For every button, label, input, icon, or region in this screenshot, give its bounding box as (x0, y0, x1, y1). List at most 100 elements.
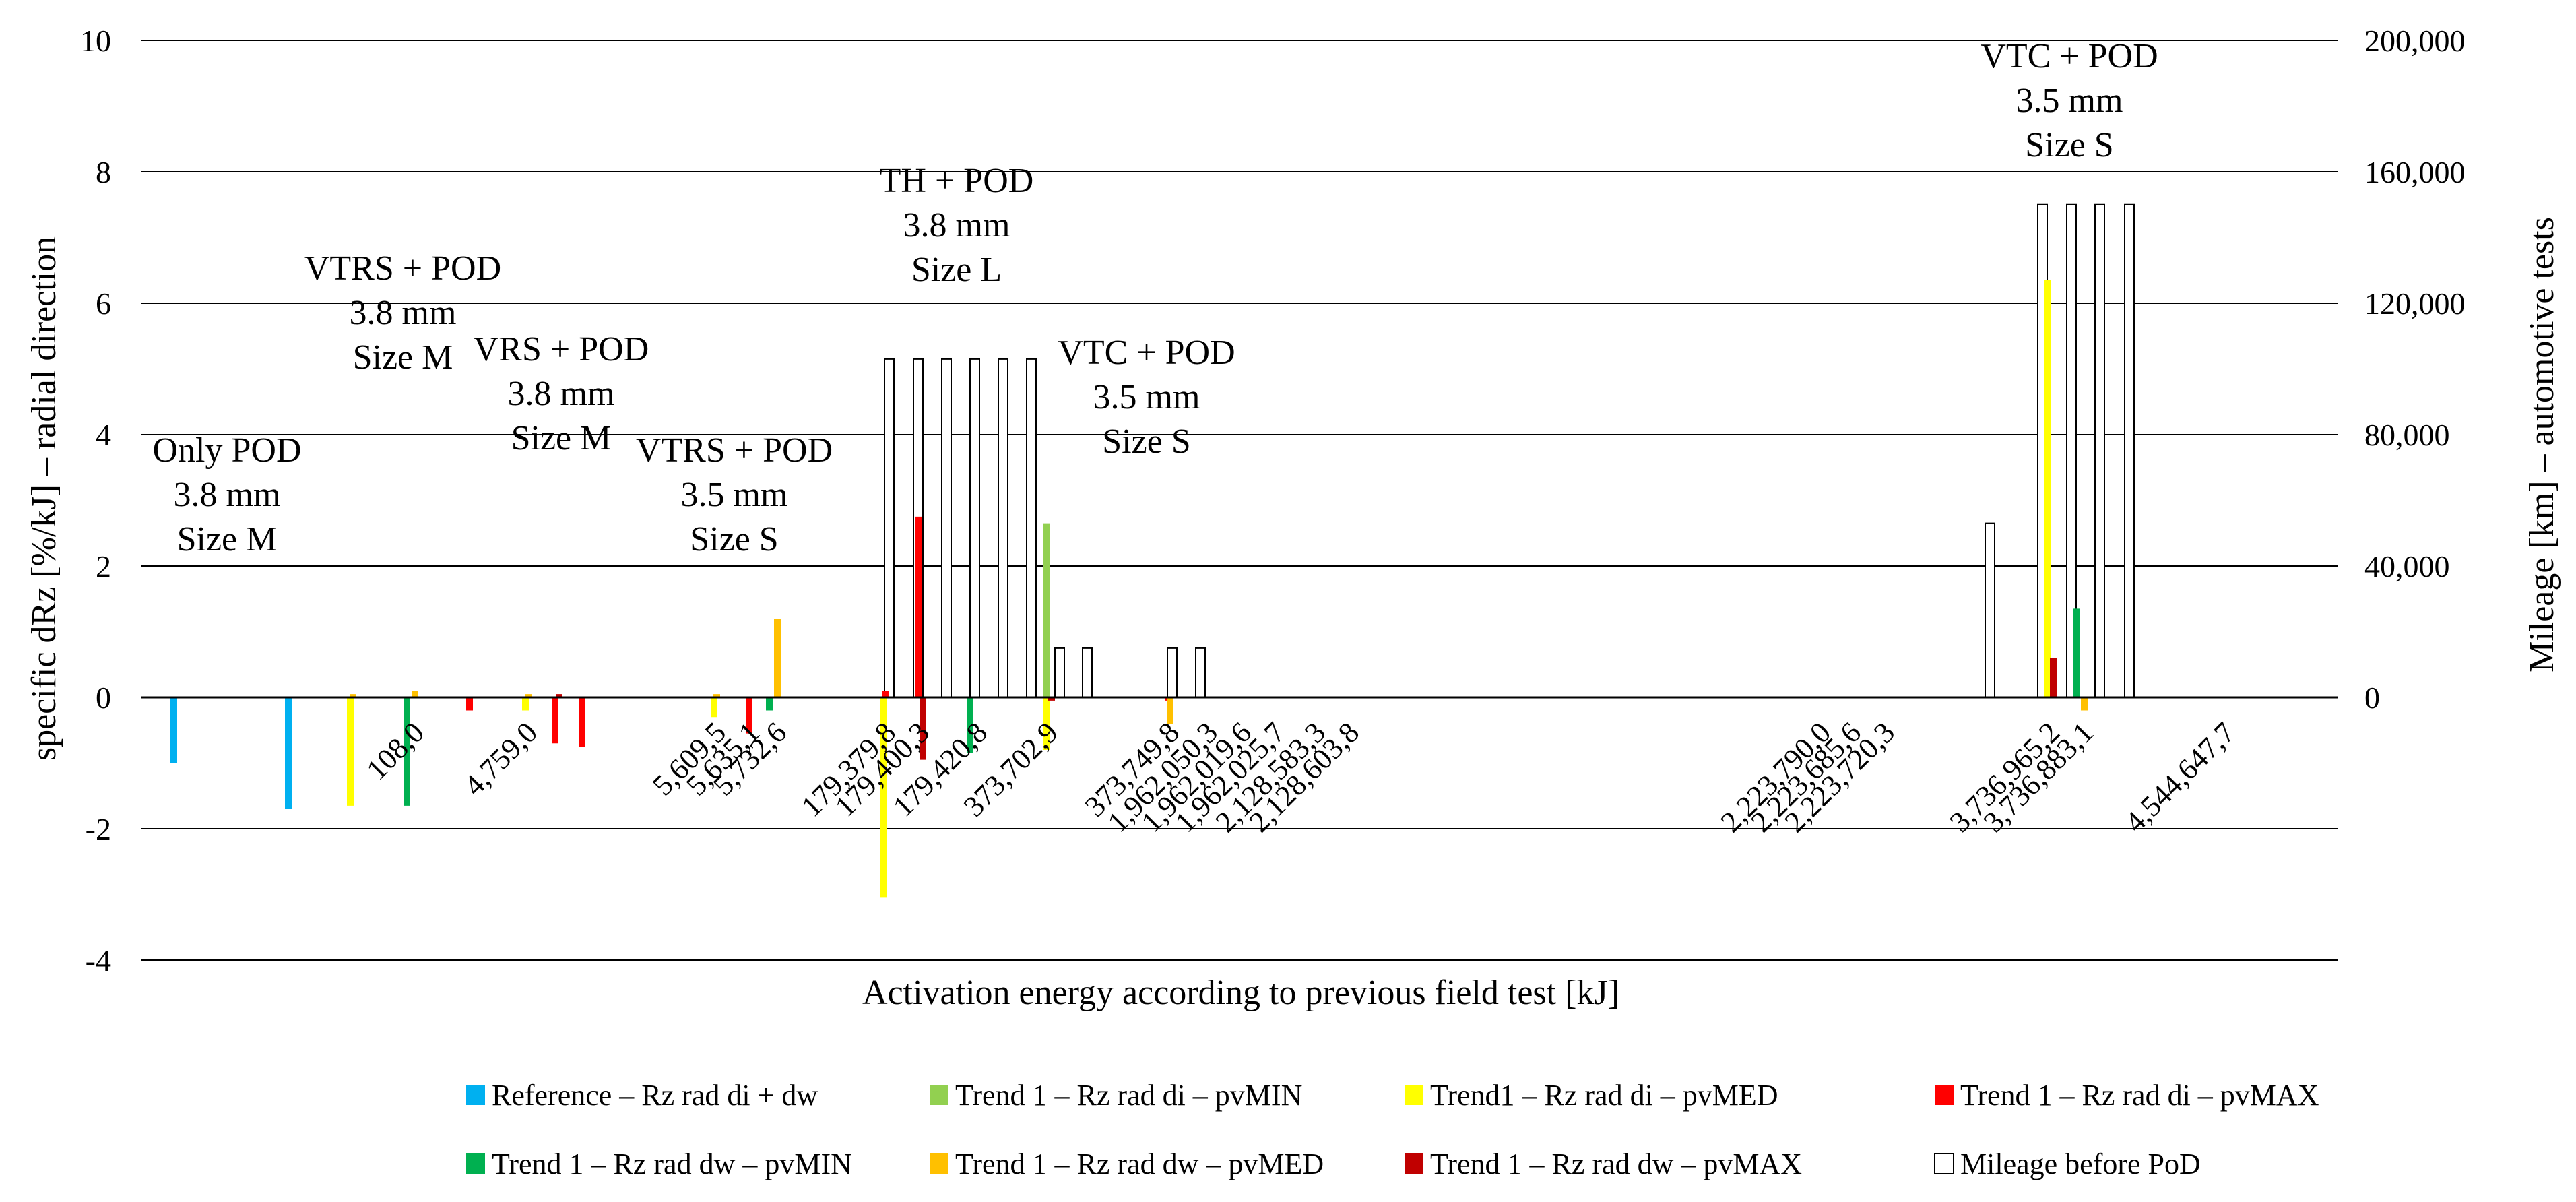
bar-5-15 (1167, 697, 1173, 724)
bar-0-0 (170, 697, 177, 763)
group-annotation-line: 3.8 mm (350, 294, 457, 332)
group-annotation-line: VTC + POD (1981, 37, 2158, 75)
legend-swatch (466, 1153, 485, 1174)
mileage-bar (1167, 647, 1178, 698)
legend-item: Trend 1 – Rz rad dw – pvMIN (466, 1147, 852, 1180)
bar-5-10 (774, 619, 781, 697)
group-annotation-line: Size M (177, 520, 278, 559)
mileage-bar (1082, 647, 1093, 698)
bar-3-7 (579, 697, 585, 747)
bar-6-28 (2050, 658, 2057, 697)
bar-3-4 (466, 697, 473, 711)
legend-swatch (930, 1085, 948, 1105)
legend-swatch (930, 1153, 948, 1174)
bar-3-6 (552, 697, 558, 744)
y-tick-label: 2 (96, 549, 111, 583)
mileage-bar (2094, 203, 2105, 698)
y2-tick-label: 0 (2364, 681, 2380, 715)
group-annotation-line: TH + POD (880, 162, 1034, 200)
bar-0-1 (285, 697, 292, 809)
bar-5-3 (412, 691, 418, 697)
left-axis-ticks: -4 -2 0 2 4 6 8 10 (80, 24, 111, 978)
grid-lines (141, 40, 2338, 961)
group-annotation-line: Size S (1102, 422, 1190, 461)
legend-label: Trend 1 – Rz rad di – pvMIN (955, 1079, 1302, 1112)
legend-item: Trend 1 – Rz rad di – pvMIN (930, 1079, 1302, 1112)
bar-2-28 (2044, 280, 2051, 697)
group-annotation-line: 3.5 mm (1093, 378, 1200, 416)
legend-item: Trend1 – Rz rad di – pvMED (1405, 1079, 1778, 1112)
group-annotation-line: Size S (690, 520, 778, 559)
x-axis-title: Activation energy according to previous … (862, 974, 1619, 1012)
mileage-bars (884, 203, 2135, 698)
y2-tick-label: 120,000 (2364, 286, 2466, 321)
group-annotation-line: VRS + POD (474, 330, 649, 369)
bar-5-8 (713, 694, 720, 697)
mileage-bar (884, 358, 895, 698)
bar-5-5 (525, 694, 532, 697)
right-axis-ticks: 0 40,000 80,000 120,000 160,000 200,000 (2364, 24, 2466, 715)
y2-tick-label: 200,000 (2364, 24, 2466, 58)
y-axis-title: specific dRz [%/kJ] – radial direction (25, 236, 63, 761)
bar-3-9 (746, 697, 752, 734)
group-annotation-line: Size L (911, 251, 1002, 289)
mileage-bar (1054, 647, 1065, 698)
bar-2-8 (711, 697, 717, 718)
group-annotation-line: Size M (511, 419, 612, 457)
bar-1-14 (1043, 523, 1050, 697)
legend-swatch (1935, 1085, 1954, 1105)
legend-item: Mileage before PoD (1934, 1147, 2201, 1180)
bar-3-12 (915, 516, 922, 697)
group-annotation-line: Only POD (152, 431, 301, 470)
legend-label: Mileage before PoD (1960, 1147, 2201, 1180)
bar-3-11 (882, 691, 889, 697)
bar-6-12 (920, 697, 926, 760)
bar-5-29 (2081, 697, 2088, 711)
y-tick-label: 6 (96, 286, 111, 321)
bar-2-2 (347, 697, 354, 806)
legend-item: Trend 1 – Rz rad dw – pvMAX (1405, 1147, 1802, 1180)
bar-2-11 (880, 697, 887, 898)
bar-4-10 (766, 697, 773, 711)
group-annotation-line: VTC + POD (1058, 334, 1235, 372)
mileage-bar (1026, 358, 1037, 698)
group-annotation-line: 3.5 mm (681, 476, 788, 514)
group-annotation-line: 3.8 mm (174, 476, 281, 514)
y-tick-label: 0 (96, 681, 111, 715)
bar-6-14 (1048, 697, 1055, 701)
mileage-bar (941, 358, 952, 698)
group-annotation-line: 3.5 mm (2016, 82, 2123, 120)
data-bars (170, 280, 2088, 898)
y-tick-label: 10 (80, 24, 111, 58)
legend-swatch (466, 1085, 485, 1105)
y2-tick-label: 80,000 (2364, 418, 2450, 452)
mileage-bar (1195, 647, 1206, 698)
group-annotation-line: Size S (2025, 126, 2113, 164)
y2-tick-label: 40,000 (2364, 549, 2450, 583)
y-tick-label: 4 (96, 418, 111, 452)
category-labels: 108,0 4,759,0 5,609,55,635,15,732,6 179,379… (360, 716, 2241, 838)
legend-item: Reference – Rz rad di + dw (466, 1079, 818, 1112)
bar-6-6 (556, 694, 562, 697)
legend-label: Trend 1 – Rz rad dw – pvMIN (492, 1147, 852, 1180)
group-annotation-line: 3.8 mm (903, 206, 1010, 245)
mileage-bar (998, 358, 1008, 698)
legend-swatch (1405, 1153, 1423, 1174)
group-annotation-line: 3.8 mm (508, 375, 615, 413)
y-tick-label: -4 (86, 943, 111, 978)
mileage-bar (969, 358, 980, 698)
legend-swatch (1934, 1153, 1954, 1174)
legend-item: Trend 1 – Rz rad di – pvMAX (1935, 1079, 2319, 1112)
mileage-bar (1985, 522, 1995, 698)
bar-4-29 (2073, 608, 2080, 697)
y-tick-label: -2 (86, 812, 111, 846)
legend-swatch (1405, 1085, 1423, 1105)
bar-4-3 (404, 697, 410, 806)
legend: Reference – Rz rad di + dw Trend 1 – Rz r… (466, 1079, 2319, 1180)
category-label: 4,759,0 (457, 716, 544, 802)
group-annotation-line: Size M (353, 338, 453, 377)
group-annotation-line: VTRS + POD (636, 431, 833, 470)
category-label: 4,544,647,7 (2119, 716, 2241, 838)
y2-tick-label: 160,000 (2364, 155, 2466, 189)
